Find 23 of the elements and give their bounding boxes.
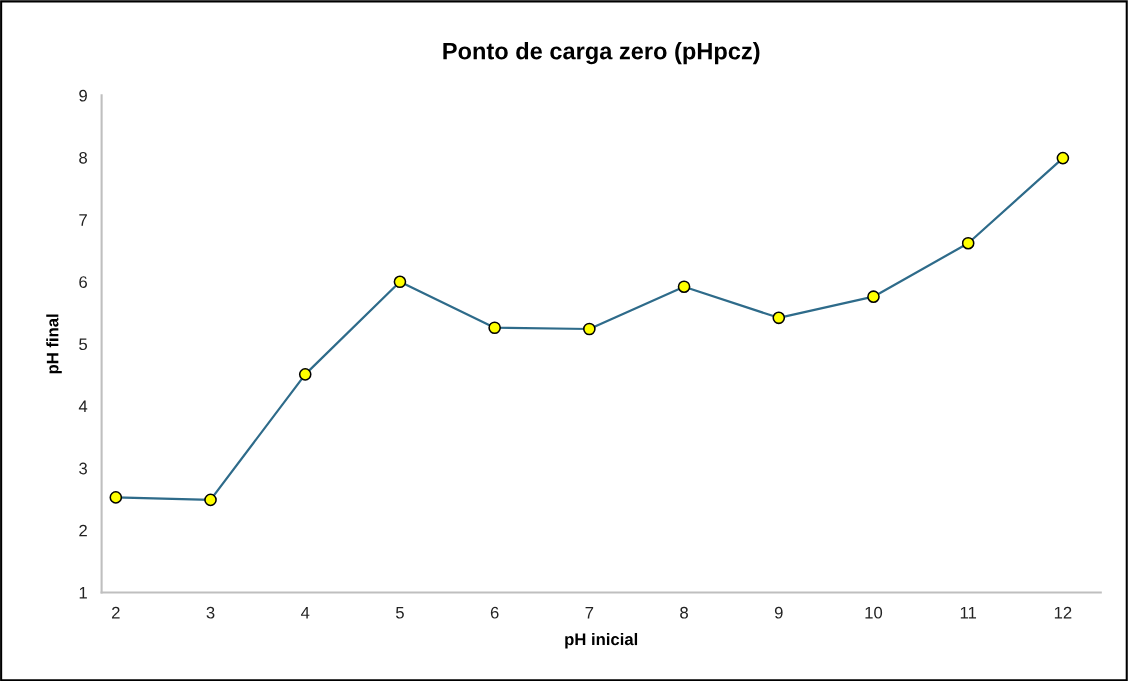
y-tick-label: 9 [79,89,87,102]
y-tick-label: 8 [79,151,87,164]
x-tick-label: 5 [395,606,404,619]
x-tick-label: 9 [774,606,783,619]
x-tick-label: 12 [1054,606,1072,619]
y-tick-label: 4 [78,400,88,413]
x-tick-label: 4 [300,606,310,619]
x-tick-label: 10 [865,606,883,619]
y-tick-label: 2 [79,524,87,537]
y-tick-label: 1 [79,587,87,599]
y-tick-label: 5 [79,338,88,351]
x-tick-label: 11 [960,606,977,619]
x-tick-label: 7 [585,606,594,619]
x-tick-label: 3 [206,606,215,619]
x-tick-label: 2 [112,606,120,619]
x-axis-title: pH inicial [565,633,638,649]
x-tick-label: 8 [680,606,688,619]
y-tick-label: 3 [79,462,87,475]
x-tick-label: 6 [490,606,499,619]
y-tick-label: 7 [79,214,87,226]
chart-title: Ponto de carga zero (pHpcz) [443,42,760,65]
y-tick-label: 6 [79,276,87,288]
y-axis-title: pH final [46,314,62,374]
